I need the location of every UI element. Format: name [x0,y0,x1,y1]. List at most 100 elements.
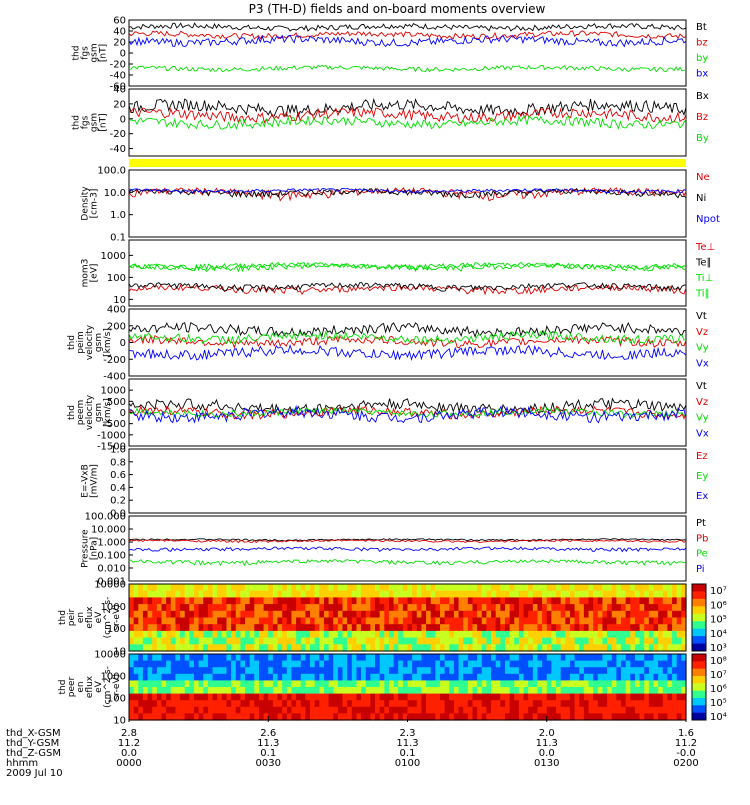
heatmap-cell [286,597,293,605]
heatmap-cell [467,680,474,688]
heatmap-cell [263,660,269,668]
heatmap-cell [579,687,585,695]
heatmap-cell [453,644,460,652]
heatmap-cell [495,630,501,639]
heatmap-cell [458,604,464,612]
heatmap-cell [611,680,617,688]
heatmap-cell [588,693,594,701]
heatmap-cell [235,624,241,632]
heatmap-cell [467,700,474,708]
heatmap-cell [602,667,608,675]
heatmap-cell [579,680,585,688]
heatmap-cell [602,624,608,632]
heatmap-cell [648,584,655,592]
heatmap-cell [644,584,650,592]
heatmap-cell [231,584,237,592]
heatmap-cell [556,693,562,701]
heatmap-cell [240,644,246,652]
heatmap-cell [370,624,376,632]
heatmap-cell [398,644,404,652]
heatmap-cell [481,667,488,675]
heatmap-cell [272,700,279,708]
heatmap-cell [286,610,293,619]
heatmap-cell [272,584,279,592]
heatmap-cell [323,687,330,695]
heatmap-cell [630,637,636,645]
heatmap-cell [310,624,316,632]
heatmap-cell [258,706,265,714]
heatmap-cell [639,700,645,708]
heatmap-cell [212,680,218,688]
heatmap-cell [152,604,158,612]
heatmap-cell [579,597,585,605]
heatmap-cell [351,680,358,688]
heatmap-cell [161,610,167,619]
heatmap-cell [356,617,362,625]
heatmap-cell [296,687,302,695]
heatmap-cell [439,630,446,639]
heatmap-cell [365,706,371,714]
heatmap-cell [509,584,515,592]
legend-label: by [696,53,708,64]
heatmap-cell [379,680,385,688]
heatmap-cell [444,630,450,639]
heatmap-cell [504,590,511,598]
heatmap-cell [504,680,511,688]
heatmap-cell [597,617,604,625]
heatmap-cell [184,637,190,645]
panel-9 [128,515,687,582]
y-axis-label: eflux [85,675,95,698]
heatmap-cell [495,604,501,612]
colorbar-segment [692,628,706,637]
heatmap-cell [662,604,669,612]
heatmap-cell [361,667,367,675]
heatmap-cell [463,680,469,688]
heatmap-cell [658,680,664,688]
heatmap-cell [240,680,246,688]
heatmap-cell [152,630,158,639]
heatmap-cell [319,700,325,708]
heatmap-cell [625,630,631,639]
heatmap-cell [314,630,320,639]
heatmap-cell [212,630,218,639]
heatmap-cell [528,680,534,688]
heatmap-cell [170,624,177,632]
heatmap-cell [495,610,501,619]
heatmap-cell [365,687,371,695]
heatmap-cell [245,660,251,668]
heatmap-cell [300,604,306,612]
heatmap-cell [486,667,492,675]
heatmap-cell [245,667,251,675]
heatmap-cell [296,624,302,632]
heatmap-cell [356,700,362,708]
heatmap-cell [147,673,153,681]
heatmap-cell [193,673,200,681]
heatmap-cell [314,667,320,675]
heatmap-cell [249,644,255,652]
heatmap-cell [602,660,608,668]
heatmap-cell [351,637,358,645]
colorbar-segment [692,690,706,699]
heatmap-cell [333,700,339,708]
heatmap-cell [602,644,608,652]
heatmap-cell [648,693,655,701]
yellow-flag-bar [129,159,686,167]
heatmap-cell [648,597,655,605]
colorbar-tick-label: 10⁶ [710,600,727,611]
heatmap-cell [272,713,279,721]
heatmap-cell [426,624,432,632]
heatmap-cell [365,630,371,639]
heatmap-cell [639,687,645,695]
heatmap-cell [453,604,460,612]
heatmap-cell [463,597,469,605]
colorbar-tick-label: 10⁷ [710,670,727,681]
heatmap-cell [235,713,241,721]
heatmap-cell [574,654,580,662]
heatmap-cell [347,597,353,605]
heatmap-cell [254,700,260,708]
heatmap-cell [175,637,181,645]
heatmap-cell [546,610,552,619]
heatmap-cell [412,654,418,662]
heatmap-cell [291,590,297,598]
heatmap-cell [375,617,381,625]
